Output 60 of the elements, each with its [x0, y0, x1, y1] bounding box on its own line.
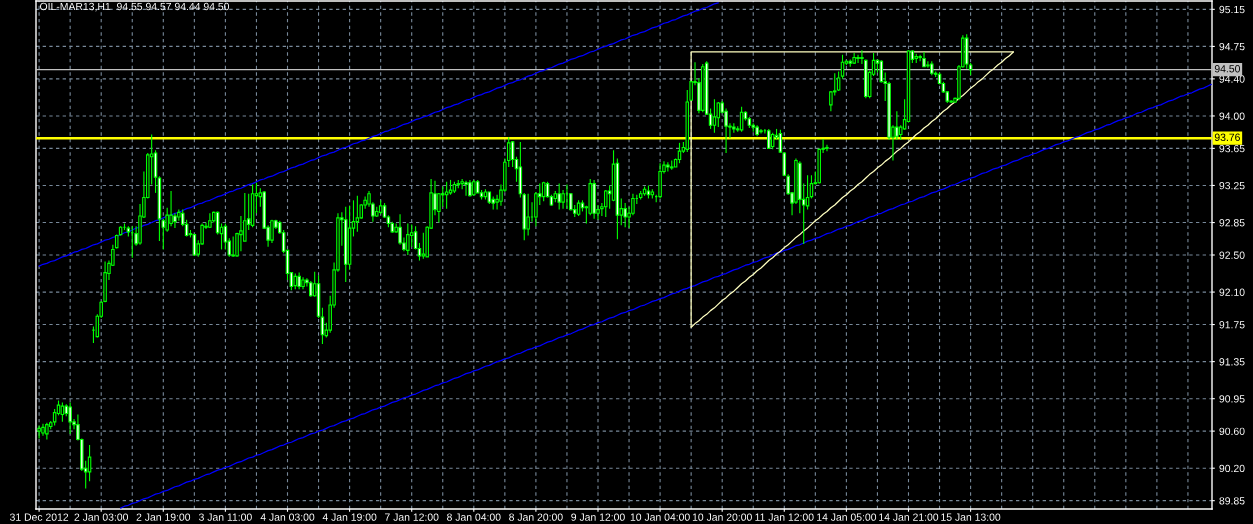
- y-tick-label: 90.60: [1219, 427, 1245, 436]
- candlestick: [37, 425, 41, 440]
- candlestick: [836, 70, 841, 92]
- y-tick-label: 91.35: [1219, 358, 1245, 366]
- y-tick-label: 92.50: [1219, 251, 1245, 259]
- ref-line-label: 93.76: [1214, 133, 1240, 141]
- candlestick: [856, 54, 860, 64]
- y-tick-label: 93.65: [1219, 144, 1245, 153]
- candlestick: [623, 202, 627, 228]
- candlestick: [68, 401, 72, 435]
- x-tick-label: 10 Jan 04:00: [630, 513, 690, 521]
- x-tick-label: 15 Jan 13:00: [941, 513, 1001, 521]
- x-tick-label: 2 Jan 19:00: [136, 513, 191, 521]
- x-tick-label: 7 Jan 12:00: [385, 513, 439, 521]
- candlestick: [231, 235, 235, 258]
- y-tick-label: 94.00: [1219, 112, 1245, 120]
- y-tick-label: 90.95: [1219, 395, 1245, 403]
- candlestick: [526, 193, 530, 237]
- y-tick-label: 90.20: [1219, 464, 1245, 473]
- candlestick: [666, 161, 670, 173]
- candlestick: [767, 128, 771, 149]
- x-tick-label: 10 Jan 20:00: [692, 513, 752, 521]
- candlestick: [173, 212, 177, 229]
- y-tick-label: 92.10: [1219, 288, 1245, 296]
- x-tick-label: 8 Jan 04:00: [447, 513, 501, 521]
- line-series: [119, 83, 1212, 509]
- x-tick-label: 31 Dec 2012: [9, 513, 69, 521]
- y-tick-label: 93.25: [1219, 181, 1245, 190]
- y-tick-label: 89.85: [1219, 497, 1245, 505]
- candlestick: [759, 128, 763, 135]
- candlestick: [895, 110, 899, 141]
- x-tick-label: 3 Jan 11:00: [198, 513, 252, 521]
- x-tick-label: 8 Jan 20:00: [509, 513, 563, 521]
- candlestick: [464, 180, 468, 197]
- x-tick-label: 11 Jan 12:00: [755, 513, 814, 521]
- candlestick: [440, 185, 445, 208]
- candlestick: [712, 98, 717, 134]
- x-tick-label: 9 Jan 12:00: [571, 513, 625, 521]
- ref-line-label: 94.50: [1214, 65, 1241, 73]
- y-tick-label: 94.75: [1219, 42, 1245, 51]
- y-tick-label: 92.85: [1219, 219, 1245, 227]
- candlestick: [604, 189, 608, 218]
- candlestick: [87, 444, 92, 482]
- x-tick-label: 2 Jan 03:00: [74, 513, 129, 521]
- x-tick-label: 4 Jan 03:00: [260, 513, 315, 521]
- y-tick-label: 95.15: [1219, 5, 1245, 14]
- x-tick-label: 4 Jan 19:00: [322, 513, 377, 521]
- y-tick-label: 91.75: [1219, 321, 1245, 329]
- candlestick: [805, 174, 810, 211]
- candlestick: [406, 222, 410, 256]
- candlestick: [879, 59, 884, 84]
- candlestick: [444, 181, 449, 210]
- candlestick: [169, 190, 173, 227]
- candlestick: [409, 223, 414, 248]
- x-tick-label: 14 Jan 21:00: [879, 513, 939, 521]
- chart-title: OIL-MAR13,H1 94.55 94.57 94.44 94.50: [40, 2, 230, 12]
- line-series: [38, 2, 719, 267]
- candlestick: [557, 183, 561, 211]
- x-tick-label: 14 Jan 05:00: [817, 513, 877, 521]
- candlestick: [561, 189, 565, 210]
